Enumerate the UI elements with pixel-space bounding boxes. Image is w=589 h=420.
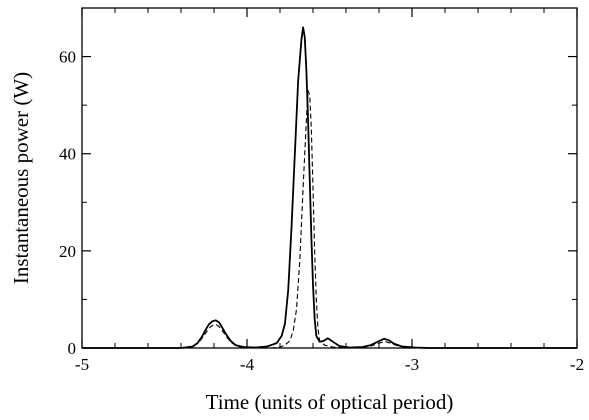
series-line-dashed: [82, 90, 577, 349]
tick-labels: -5 -4 -3 -2 0 20 40 60: [59, 48, 584, 374]
x-tick-label: -4: [240, 355, 255, 374]
y-axis-title: Instantaneous power (W): [9, 72, 33, 284]
x-axis-title: Time (units of optical period): [206, 390, 454, 414]
series-line-solid: [82, 26, 577, 349]
x-tick-label: -3: [405, 355, 419, 374]
x-tick-label: -5: [75, 355, 89, 374]
series-group: [82, 26, 577, 349]
plot-frame: [81, 7, 578, 349]
axis-ticks: [81, 8, 578, 349]
y-tick-label: 60: [59, 48, 76, 67]
y-tick-label: 40: [59, 145, 76, 164]
y-tick-label: 0: [68, 339, 77, 358]
y-tick-label: 20: [59, 242, 76, 261]
x-tick-label: -2: [570, 355, 584, 374]
